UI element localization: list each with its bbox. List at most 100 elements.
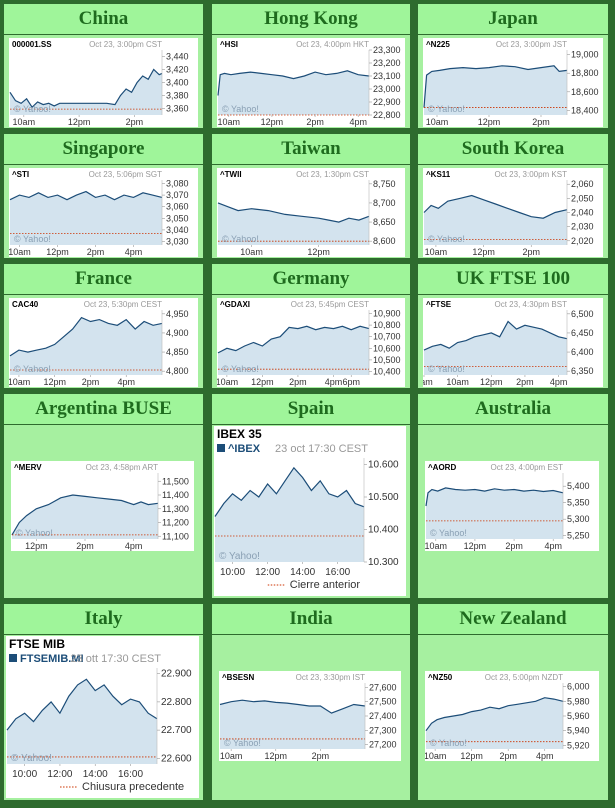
- x-tick-label: 10:00: [12, 769, 37, 780]
- yahoo-watermark: © Yahoo!: [430, 528, 467, 538]
- y-tick-label: 27,200: [369, 740, 397, 750]
- chart-hsi: ^HSI Oct 23, 4:00pm HKT © Yahoo! 23,300 23,2…: [217, 38, 405, 127]
- y-tick-label: 22,900: [373, 97, 401, 107]
- market-body: ^HSI Oct 23, 4:00pm HKT © Yahoo! 23,300 23,2…: [212, 35, 410, 128]
- market-title: Spain: [212, 394, 410, 425]
- series-area: [424, 321, 567, 375]
- y-tick-label: 18,800: [571, 68, 599, 78]
- series-line: [217, 70, 370, 96]
- x-tick-label: 12pm: [265, 751, 288, 761]
- x-tick-label: 12:00: [47, 769, 72, 780]
- yahoo-watermark: © Yahoo!: [219, 551, 260, 562]
- series-line: [9, 316, 163, 357]
- timestamp: Oct 23, 4:58pm ART: [86, 463, 158, 472]
- market-title: Italy: [4, 604, 203, 635]
- yahoo-watermark: © Yahoo!: [428, 234, 465, 244]
- y-tick-label: 6,450: [571, 328, 594, 338]
- x-tick-label: 4pm: [125, 247, 143, 257]
- y-tick-label: 23,100: [373, 71, 401, 81]
- x-tick-label: 8am: [423, 377, 433, 387]
- timestamp: Oct 23, 5:45pm CEST: [291, 300, 369, 309]
- market-title: South Korea: [418, 134, 608, 165]
- market-cell-india: India ^BSESN Oct 23, 3:30pm IST © Yahoo! 27,…: [212, 604, 410, 800]
- y-tick-label: 5,250: [567, 531, 590, 541]
- y-tick-label: 4,800: [166, 366, 189, 376]
- yahoo-watermark: © Yahoo!: [224, 738, 261, 748]
- ticker-label[interactable]: ^HSI: [220, 40, 238, 49]
- series-line: [425, 697, 564, 732]
- y-tick-label: 3,380: [166, 91, 189, 101]
- y-tick-label: 23,200: [373, 58, 401, 68]
- timestamp: Oct 23, 3:30pm IST: [296, 673, 365, 682]
- ticker-label[interactable]: ^TWII: [220, 170, 242, 179]
- y-tick-label: 10,400: [373, 367, 401, 377]
- series-line: [423, 194, 568, 219]
- y-tick-label: 10,500: [373, 355, 401, 365]
- market-cell-china: China 000001.SS Oct 23, 3:00pm CST © Yahoo!…: [4, 4, 203, 128]
- x-tick-label: 12pm: [478, 117, 501, 127]
- ticker-label[interactable]: ^FTSE: [426, 300, 452, 309]
- ticker-label[interactable]: ^AORD: [428, 463, 456, 472]
- ticker-label[interactable]: CAC40: [12, 300, 39, 309]
- x-tick-label: 2pm: [126, 117, 144, 127]
- x-tick-label: 4pm: [325, 377, 343, 387]
- x-tick-label: 14:00: [290, 567, 315, 578]
- ticker-label[interactable]: ^MERV: [14, 463, 42, 472]
- y-tick-label: 4,900: [166, 328, 189, 338]
- yahoo-watermark: © Yahoo!: [14, 364, 51, 374]
- market-body: ^N225 Oct 23, 3:00pm JST © Yahoo! 19,000 18,…: [418, 35, 608, 128]
- y-tick-label: 3,070: [166, 190, 189, 200]
- x-tick-label: 10am: [425, 541, 447, 551]
- ticker-label[interactable]: ^BSESN: [222, 673, 254, 682]
- x-tick-label: 12pm: [460, 751, 483, 761]
- x-tick-label: 4pm: [117, 377, 135, 387]
- x-tick-label: 2pm: [522, 247, 540, 257]
- ticker-label[interactable]: ^N225: [426, 40, 450, 49]
- y-tick-label: 10.400: [368, 525, 399, 536]
- y-tick-label: 10,900: [373, 308, 401, 318]
- ticker-label[interactable]: FTSEMIB.MI: [20, 653, 84, 665]
- y-tick-label: 5,980: [567, 696, 590, 706]
- x-tick-label: 2pm: [499, 751, 517, 761]
- y-tick-label: 6,000: [567, 682, 590, 692]
- ticker-label[interactable]: 000001.SS: [12, 40, 52, 49]
- ticker-label[interactable]: ^STI: [12, 170, 29, 179]
- series-line: [9, 190, 163, 201]
- market-title: UK FTSE 100: [418, 264, 608, 295]
- ticker-label[interactable]: ^NZ50: [428, 673, 453, 682]
- market-body: ^AORD Oct 23, 4:00pm EST © Yahoo! 5,400 5,35…: [418, 425, 608, 598]
- x-tick-label: 12pm: [68, 117, 91, 127]
- ticker-label[interactable]: ^KS11: [426, 170, 451, 179]
- timestamp: 23 ott 17:30 CEST: [71, 653, 162, 665]
- market-cell-germany: Germany ^GDAXI Oct 23, 5:45pm CEST © Yahoo!…: [212, 264, 410, 388]
- yahoo-watermark: © Yahoo!: [428, 364, 465, 374]
- series-line: [423, 65, 568, 108]
- market-cell-new-zealand: New Zealand ^NZ50 Oct 23, 5:00pm NZDT © Yah…: [418, 604, 608, 800]
- y-tick-label: 27,400: [369, 711, 397, 721]
- market-cell-south-korea: South Korea ^KS11 Oct 23, 3:00pm KST © Yaho…: [418, 134, 608, 258]
- x-tick-label: 10:00: [220, 567, 245, 578]
- chart-ibex: IBEX 35 ^IBEX 23 oct 17:30 CEST © Yahoo! 10.…: [214, 426, 406, 596]
- y-tick-label: 22,800: [373, 110, 401, 120]
- y-tick-label: 22.800: [161, 697, 192, 708]
- x-tick-label: 2pm: [289, 377, 307, 387]
- ticker-label[interactable]: ^IBEX: [228, 443, 261, 455]
- yahoo-watermark: © Yahoo!: [222, 364, 259, 374]
- market-cell-argentina-buse: Argentina BUSE ^MERV Oct 23, 4:58pm ART © Y…: [4, 394, 203, 598]
- x-tick-label: 4pm: [544, 541, 562, 551]
- x-tick-label: 2pm: [532, 117, 550, 127]
- series-area: [218, 326, 369, 375]
- timestamp: Oct 23, 3:00pm KST: [495, 170, 568, 179]
- x-tick-label: 2pm: [312, 751, 330, 761]
- previous-close-legend: Chiusura precedente: [82, 781, 184, 793]
- y-tick-label: 3,060: [166, 202, 189, 212]
- x-tick-label: 10am: [217, 377, 238, 387]
- ticker-label[interactable]: ^GDAXI: [220, 300, 250, 309]
- y-tick-label: 22.600: [161, 753, 192, 764]
- market-cell-hong-kong: Hong Kong ^HSI Oct 23, 4:00pm HKT © Yahoo! 2…: [212, 4, 410, 128]
- timestamp: Oct 23, 4:00pm EST: [491, 463, 564, 472]
- y-tick-label: 3,400: [166, 78, 189, 88]
- series-area: [220, 700, 365, 749]
